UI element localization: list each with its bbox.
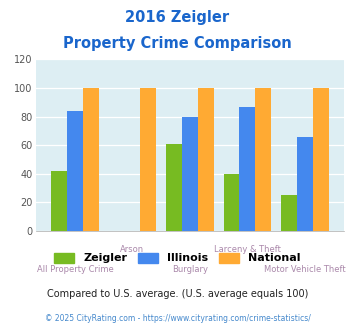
Bar [224, 174, 240, 231]
Bar [140, 88, 156, 231]
Bar [313, 88, 328, 231]
Bar [51, 171, 67, 231]
Bar [198, 88, 214, 231]
Bar [281, 195, 297, 231]
Text: Burglary: Burglary [172, 265, 208, 274]
Text: © 2025 CityRating.com - https://www.cityrating.com/crime-statistics/: © 2025 CityRating.com - https://www.city… [45, 314, 310, 323]
Text: 2016 Zeigler: 2016 Zeigler [125, 10, 230, 25]
Text: Larceny & Theft: Larceny & Theft [214, 245, 281, 254]
Bar [166, 144, 182, 231]
Text: All Property Crime: All Property Crime [37, 265, 113, 274]
Text: Arson: Arson [120, 245, 144, 254]
Bar [67, 111, 83, 231]
Bar [297, 137, 313, 231]
Bar [182, 116, 198, 231]
Legend: Zeigler, Illinois, National: Zeigler, Illinois, National [51, 249, 304, 267]
Bar [240, 107, 255, 231]
Text: Compared to U.S. average. (U.S. average equals 100): Compared to U.S. average. (U.S. average … [47, 289, 308, 299]
Text: Motor Vehicle Theft: Motor Vehicle Theft [264, 265, 346, 274]
Bar [255, 88, 271, 231]
Text: Property Crime Comparison: Property Crime Comparison [63, 36, 292, 51]
Bar [83, 88, 99, 231]
